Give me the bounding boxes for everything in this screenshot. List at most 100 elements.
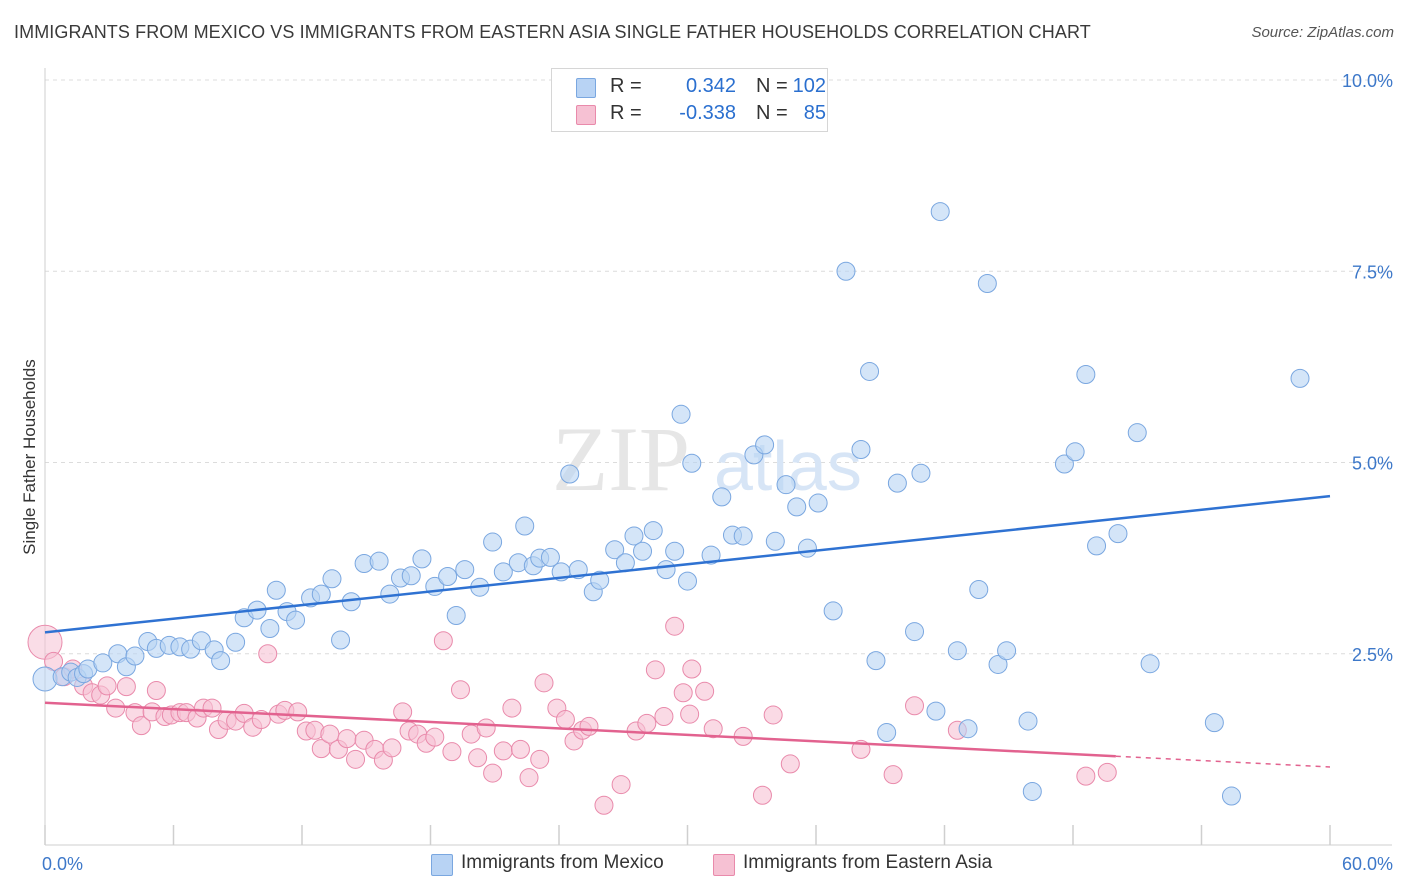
mexico-point (605, 540, 625, 560)
eastern-asia-point (611, 775, 631, 795)
r-value: 0.342 (685, 75, 736, 97)
mexico-point (1140, 654, 1160, 674)
eastern-asia-point (202, 698, 222, 718)
mexico-point (797, 538, 817, 558)
mexico-point (286, 610, 306, 630)
eastern-asia-point (654, 706, 674, 726)
mexico-point (1290, 368, 1310, 388)
mexico-point (1108, 524, 1128, 544)
mexico-point (1065, 442, 1085, 462)
mexico-point (322, 569, 342, 589)
mexico-swatch (576, 78, 596, 98)
correlation-stats-box: R = 0.342 N = 102 R = -0.338 N = 85 (551, 68, 828, 132)
mexico-point (633, 541, 653, 561)
mexico-point (671, 404, 691, 424)
y-tick-label: 10.0% (1342, 71, 1393, 91)
eastern-asia-point (502, 698, 522, 718)
mexico-point (665, 541, 685, 561)
mexico-point (823, 601, 843, 621)
eastern-asia-point (673, 683, 693, 703)
eastern-asia-point (433, 631, 453, 651)
mexico-point (590, 570, 610, 590)
mexico-point (988, 654, 1008, 674)
eastern-asia-point (146, 680, 166, 700)
mexico-point (446, 606, 466, 625)
mexico-point (125, 646, 145, 666)
eastern-asia-point (425, 727, 445, 747)
n-value: 102 (792, 75, 826, 97)
eastern-asia-point (258, 644, 278, 664)
mexico-point (369, 551, 389, 571)
mexico-point (1018, 711, 1038, 731)
mexico-point (1054, 454, 1074, 474)
eastern-asia-point (682, 659, 702, 679)
mexico-point (515, 516, 535, 536)
eastern-asia-point (883, 765, 903, 785)
mexico-point (682, 453, 702, 473)
eastern-asia-point (288, 702, 308, 722)
y-tick-label: 5.0% (1352, 454, 1393, 474)
mexico-point (1127, 423, 1147, 443)
mexico-point (191, 631, 211, 651)
r-value: -0.338 (679, 102, 736, 124)
mexico-point (455, 560, 475, 580)
eastern-asia-point (493, 741, 513, 761)
x-tick-label: 60.0% (1342, 854, 1393, 874)
mexico-trend-line (44, 494, 1331, 634)
eastern-asia-point (703, 719, 723, 739)
tick-labels: 2.5% 5.0% 7.5% 10.0% 0.0% 60.0% (42, 71, 1393, 874)
series-eastern-asia-points (27, 616, 1117, 815)
eastern-asia-point (476, 718, 496, 738)
legend-label: Immigrants from Eastern Asia (743, 852, 993, 873)
mexico-point (483, 532, 503, 552)
mexico-point (266, 580, 286, 600)
eastern-asia-point (645, 660, 665, 680)
mexico-point (860, 361, 880, 381)
mexico-point (755, 435, 775, 455)
mexico-point (1076, 365, 1096, 385)
legend-swatch-mexico (431, 854, 453, 876)
mexico-point (836, 261, 856, 281)
mexico-point (438, 566, 458, 586)
mexico-point (947, 641, 967, 661)
eastern-asia-point (382, 738, 402, 758)
mexico-point (877, 723, 897, 743)
n-label: N = (756, 102, 788, 124)
eastern-asia-point (510, 739, 530, 759)
mexico-point (560, 464, 580, 484)
mexico-point (643, 521, 663, 541)
mexico-point (911, 463, 931, 483)
mexico-point (331, 630, 351, 650)
eastern-asia-point (116, 677, 136, 697)
eastern-asia-point (905, 696, 925, 716)
mexico-point (969, 579, 989, 599)
eastern-asia-point (530, 749, 550, 769)
mexico-point (765, 531, 785, 551)
eastern-asia-point (251, 710, 271, 730)
trend-lines (44, 494, 1331, 768)
mexico-point (776, 475, 796, 495)
y-tick-label: 2.5% (1352, 645, 1393, 665)
eastern-asia-point (346, 749, 366, 769)
mexico-point (624, 526, 644, 546)
eastern-asia-point (637, 713, 657, 733)
mexico-point (1022, 781, 1042, 801)
eastern-asia-swatch (576, 105, 596, 125)
eastern-asia-point (97, 676, 117, 696)
mexico-point (997, 641, 1017, 661)
eastern-asia-point (468, 748, 488, 768)
mexico-point (905, 622, 925, 642)
mexico-point (493, 562, 513, 582)
mexico-point (226, 632, 246, 652)
eastern-asia-point (579, 716, 599, 736)
mexico-point (678, 571, 697, 591)
eastern-asia-point (534, 673, 554, 693)
mexico-point (211, 651, 231, 671)
mexico-point (866, 651, 886, 671)
eastern-asia-point (680, 704, 700, 724)
eastern-asia-trend-line-extension (1115, 755, 1331, 768)
mexico-point (851, 439, 871, 459)
gridlines (45, 79, 1392, 655)
mexico-point (540, 547, 560, 567)
